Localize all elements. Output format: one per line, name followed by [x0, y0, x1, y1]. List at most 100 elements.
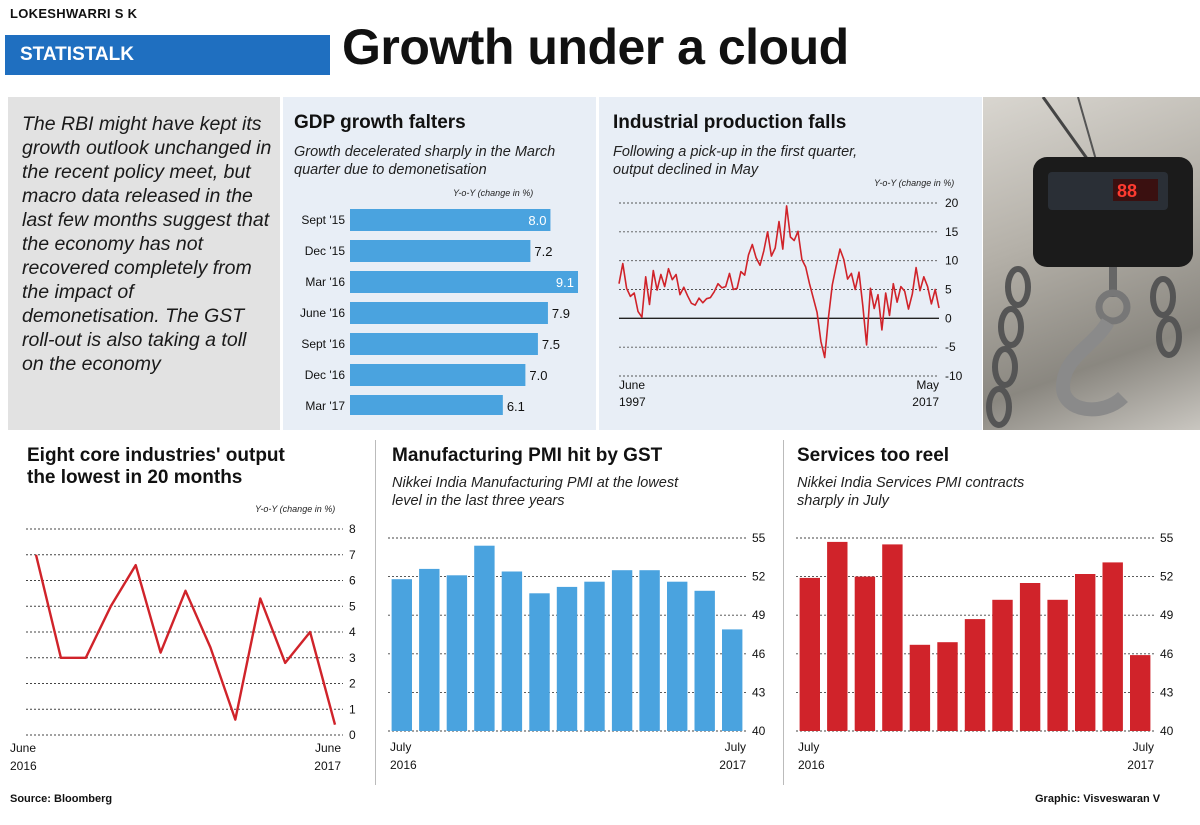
mfg-bar	[639, 570, 660, 731]
section-label: STATISTALK	[20, 44, 134, 65]
mfg-ytick-label: 49	[752, 608, 766, 622]
gdp-value-label: 7.2	[534, 244, 552, 259]
gdp-subtitle: Growth decelerated sharply in the March …	[294, 144, 556, 178]
gdp-category-label: June '16	[300, 306, 345, 320]
mfg-bar	[722, 629, 743, 731]
core-ytick-label: 4	[349, 625, 356, 639]
scale-display-reading: 88	[1117, 181, 1137, 201]
svc-bar	[854, 576, 876, 731]
core-ytick-label: 6	[349, 574, 356, 588]
gdp-bar	[350, 271, 578, 293]
svc-bar-chart: 55 52 49 46 43 40 July 2016 July 2017	[796, 531, 1174, 772]
core-x-end-label: June	[315, 741, 341, 755]
mfg-bar	[584, 581, 605, 731]
mfg-bar-chart: 55 52 49 46 43 40 July 2016 July 2017	[388, 531, 766, 772]
gdp-title: GDP growth falters	[294, 112, 466, 133]
core-ytick-label: 8	[349, 522, 356, 536]
mfg-subtitle: Nikkei India Manufacturing PMI at the lo…	[392, 475, 679, 509]
gdp-value-label: 7.0	[529, 368, 547, 383]
intro-panel	[8, 97, 280, 430]
core-unit-label: Y-o-Y (change in %)	[255, 504, 335, 514]
iip-panel	[599, 97, 982, 430]
svc-x-start-label: July	[798, 740, 819, 754]
byline: LOKESHWARRI S K	[10, 6, 138, 21]
iip-title: Industrial production falls	[613, 112, 847, 133]
core-ytick-label: 3	[349, 651, 356, 665]
divider-line	[375, 440, 376, 785]
mfg-ytick-label: 40	[752, 724, 766, 738]
iip-ytick-label: 20	[945, 196, 959, 210]
gdp-bar	[350, 209, 551, 231]
core-x-start-label: June	[10, 741, 36, 755]
iip-x-start-year: 1997	[619, 395, 646, 409]
svc-bar	[1130, 655, 1151, 731]
gdp-bar	[350, 333, 538, 355]
core-ytick-label: 0	[349, 728, 356, 742]
svc-ytick-label: 46	[1160, 647, 1174, 661]
svc-x-end-year: 2017	[1127, 758, 1154, 772]
gdp-bar-chart: Y-o-Y (change in %) Sept '15 8.0 Dec '15 7.2…	[300, 188, 578, 415]
core-x-start-year: 2016	[10, 759, 37, 773]
svc-bar	[1102, 562, 1123, 731]
svc-ytick-label: 55	[1160, 531, 1174, 545]
mfg-bar	[529, 593, 550, 731]
gdp-unit-label: Y-o-Y (change in %)	[453, 188, 533, 198]
iip-line-chart: Y-o-Y (change in %) 20 15 10 5 0 -5 -10 June 1997…	[618, 178, 963, 409]
mfg-x-start-label: July	[390, 740, 411, 754]
core-ytick-label: 2	[349, 677, 356, 691]
mfg-bar	[556, 586, 578, 731]
footer-credit: Graphic: Visveswaran V	[1035, 793, 1161, 805]
mfg-bar	[611, 570, 633, 731]
core-title: Eight core industries' output the lowest…	[27, 445, 285, 488]
svc-x-start-year: 2016	[798, 758, 825, 772]
gdp-category-label: Dec '16	[305, 368, 346, 382]
iip-unit-label: Y-o-Y (change in %)	[874, 178, 954, 188]
gdp-value-label: 8.0	[528, 213, 546, 228]
intro-text: The RBI might have kept its growth outlo…	[22, 113, 272, 375]
svc-bar	[827, 541, 848, 731]
svc-title: Services too reel	[797, 445, 950, 466]
iip-ytick-label: 5	[945, 283, 952, 297]
svc-ytick-label: 52	[1160, 570, 1174, 584]
svc-bar	[1019, 583, 1041, 731]
svc-ytick-label: 43	[1160, 685, 1174, 699]
core-x-end-year: 2017	[314, 759, 341, 773]
hanging-weighing-scale-photo: 88	[983, 97, 1200, 430]
mfg-bar	[391, 579, 412, 731]
core-series-line	[34, 554, 337, 726]
svc-bar	[909, 644, 931, 731]
svc-bar	[937, 642, 958, 731]
mfg-ytick-label: 46	[752, 647, 766, 661]
mfg-bar	[474, 545, 495, 731]
mfg-x-end-year: 2017	[719, 758, 746, 772]
iip-ytick-label: -10	[945, 369, 963, 383]
mfg-ytick-label: 43	[752, 685, 766, 699]
svc-ytick-label: 49	[1160, 608, 1174, 622]
mfg-x-end-label: July	[725, 740, 746, 754]
mfg-title: Manufacturing PMI hit by GST	[392, 445, 663, 466]
gdp-bar	[350, 395, 503, 415]
svc-bar	[964, 619, 986, 731]
svc-bar	[799, 577, 820, 731]
iip-subtitle: Following a pick-up in the first quarter…	[613, 144, 858, 178]
mfg-ytick-label: 55	[752, 531, 766, 545]
iip-ytick-label: 0	[945, 311, 952, 325]
gdp-value-label: 7.9	[552, 306, 570, 321]
svc-subtitle: Nikkei India Services PMI contracts shar…	[797, 475, 1025, 509]
gdp-bar	[350, 240, 531, 262]
headline: Growth under a cloud	[342, 19, 849, 75]
mfg-bar	[667, 581, 688, 731]
core-ytick-label: 5	[349, 599, 356, 613]
gdp-category-label: Mar '17	[305, 399, 345, 413]
iip-ytick-label: 15	[945, 225, 959, 239]
svc-bar	[882, 544, 903, 731]
gdp-category-label: Sept '16	[301, 337, 345, 351]
gdp-bar	[350, 302, 548, 324]
iip-series-line	[618, 205, 940, 359]
iip-x-end-label: May	[916, 378, 939, 392]
mfg-bar	[419, 568, 440, 731]
mfg-bar	[694, 590, 715, 731]
svc-x-end-label: July	[1133, 740, 1154, 754]
iip-ytick-label: 10	[945, 254, 959, 268]
core-ytick-label: 1	[349, 702, 356, 716]
